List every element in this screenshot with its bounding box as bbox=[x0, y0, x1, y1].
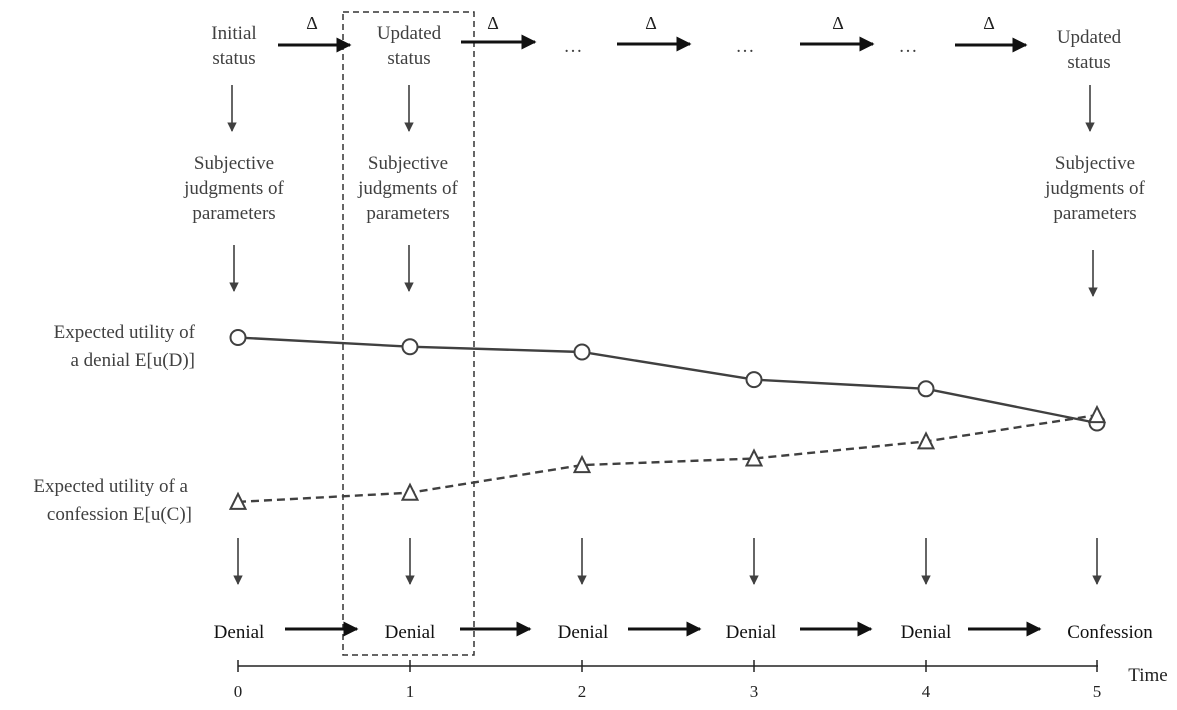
status-updated-1-line2: status bbox=[387, 48, 430, 69]
label-denial-utility: Expected utility of a denial E[u(D)] bbox=[54, 322, 196, 371]
status-updated-5: Updated status bbox=[1057, 27, 1122, 73]
delta-label-1: Δ bbox=[306, 13, 318, 33]
denial-utility-point-1 bbox=[401, 338, 419, 356]
delta-label-4: Δ bbox=[832, 13, 844, 33]
decision-5: Confession bbox=[1067, 622, 1153, 643]
confession-utility-point-1 bbox=[400, 482, 420, 501]
decision-4: Denial bbox=[901, 622, 952, 643]
status-updated-5-line1: Updated bbox=[1057, 27, 1122, 48]
ellipsis-3: … bbox=[899, 36, 918, 57]
judgments-0-line2: judgments of bbox=[183, 178, 284, 199]
judgments-5-line1: Subjective bbox=[1055, 153, 1135, 174]
highlight-box bbox=[342, 11, 475, 656]
label-confession-utility: Expected utility of a confession E[u(C)] bbox=[33, 476, 192, 525]
time-tick-label-0: 0 bbox=[234, 682, 243, 701]
confession-utility-line bbox=[237, 413, 1098, 504]
status-initial-line2: status bbox=[212, 48, 255, 69]
decisions-row: Denial Denial Denial Denial Denial Confession bbox=[214, 621, 1153, 643]
denial-utility-point-0 bbox=[229, 329, 247, 347]
label-denial-line1: Expected utility of bbox=[54, 322, 196, 343]
judgments-1: Subjective judgments of parameters bbox=[357, 153, 458, 224]
judgments-0: Subjective judgments of parameters bbox=[183, 153, 284, 224]
time-tick-label-1: 1 bbox=[406, 682, 415, 701]
time-tick-label-2: 2 bbox=[578, 682, 587, 701]
status-initial-line1: Initial bbox=[211, 23, 256, 44]
time-tick-label-5: 5 bbox=[1093, 682, 1102, 701]
label-denial-line2: a denial E[u(D)] bbox=[71, 350, 196, 371]
label-confession-line2: confession E[u(C)] bbox=[47, 504, 192, 525]
ellipsis-2: … bbox=[736, 36, 755, 57]
status-updated-5-line2: status bbox=[1067, 52, 1110, 73]
decision-3: Denial bbox=[726, 622, 777, 643]
judgments-5: Subjective judgments of parameters bbox=[1044, 153, 1145, 224]
denial-utility-point-3 bbox=[745, 371, 763, 389]
confession-utility-point-2 bbox=[572, 454, 592, 474]
judgments-1-line1: Subjective bbox=[368, 153, 448, 174]
denial-utility-point-4 bbox=[917, 380, 935, 398]
denial-utility-line bbox=[237, 336, 1098, 425]
judgments-5-line3: parameters bbox=[1053, 203, 1136, 224]
decision-2: Denial bbox=[558, 622, 609, 643]
decision-1: Denial bbox=[385, 622, 436, 643]
confession-utility-point-4 bbox=[916, 431, 936, 450]
status-initial: Initial status bbox=[211, 23, 256, 69]
judgments-1-line3: parameters bbox=[366, 203, 449, 224]
judgments-1-line2: judgments of bbox=[357, 178, 458, 199]
label-confession-line1: Expected utility of a bbox=[33, 476, 188, 497]
time-axis: Time 0 1 2 3 4 5 bbox=[234, 660, 1168, 701]
delta-label-3: Δ bbox=[645, 13, 657, 33]
utility-series bbox=[228, 329, 1107, 510]
judgments-0-line1: Subjective bbox=[194, 153, 274, 174]
decision-0: Denial bbox=[214, 622, 265, 643]
confession-utility-point-3 bbox=[744, 448, 764, 467]
time-axis-label: Time bbox=[1128, 665, 1167, 686]
decision-down-arrows bbox=[233, 538, 1102, 585]
confession-utility-point-0 bbox=[228, 491, 248, 510]
delta-label-2: Δ bbox=[487, 13, 499, 33]
judgments-5-line2: judgments of bbox=[1044, 178, 1145, 199]
delta-arrows: Δ Δ Δ Δ Δ bbox=[278, 13, 1028, 53]
denial-utility-point-2 bbox=[573, 343, 591, 361]
status-updated-1: Updated status bbox=[377, 23, 442, 69]
time-tick-label-3: 3 bbox=[750, 682, 759, 701]
status-updated-1-line1: Updated bbox=[377, 23, 442, 44]
judgments-0-line3: parameters bbox=[192, 203, 275, 224]
confession-utility-point-5 bbox=[1087, 404, 1107, 424]
delta-label-5: Δ bbox=[983, 13, 995, 33]
time-tick-label-4: 4 bbox=[922, 682, 931, 701]
ellipsis-1: … bbox=[564, 36, 583, 57]
